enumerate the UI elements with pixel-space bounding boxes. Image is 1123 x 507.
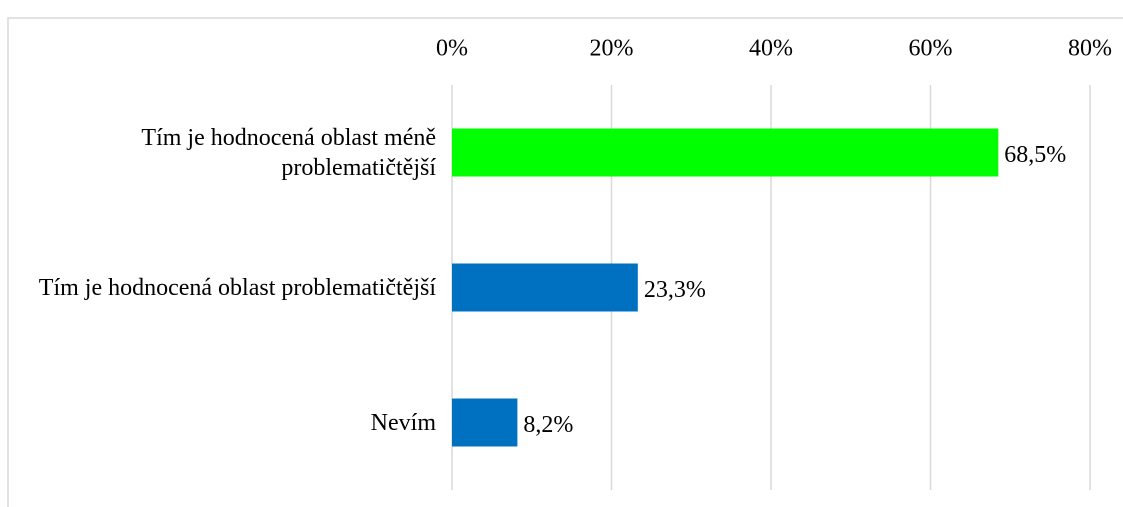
x-tick-label: 60% [909,36,953,62]
bar [452,398,518,447]
data-label: 23,3% [644,277,706,303]
data-label: 8,2% [523,412,573,438]
y-tick-label: Nevím [370,409,436,436]
bar [452,263,638,312]
x-tick-label: 20% [590,36,634,62]
x-tick-label: 40% [749,36,793,62]
x-tick-label: 0% [436,36,468,62]
data-label: 68,5% [1004,142,1066,168]
bar [452,128,999,177]
chart-border [7,17,1123,507]
y-tick-label: Tím je hodnocená oblast problematičtější [38,274,436,301]
y-tick-label: Tím je hodnocená oblast méně problematič… [141,124,436,181]
x-tick-label: 80% [1068,36,1112,62]
